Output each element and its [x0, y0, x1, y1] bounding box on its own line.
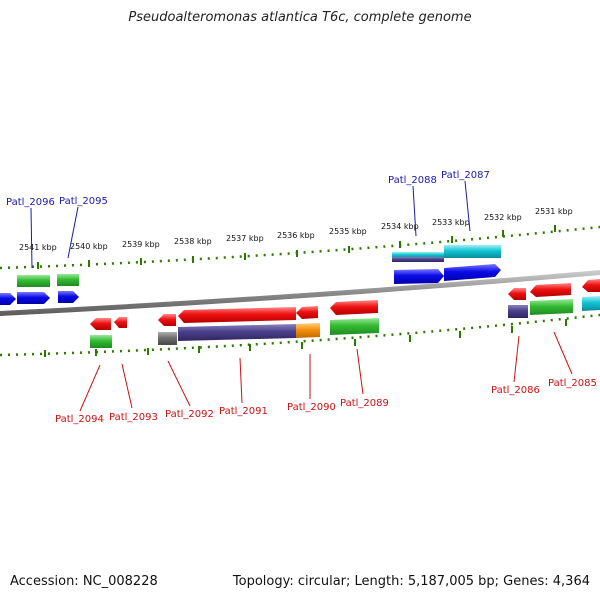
gene-label: Patl_2096 [6, 197, 55, 208]
gene-label: Patl_2093 [109, 412, 158, 423]
gene-label: Patl_2086 [491, 385, 540, 396]
gene-label: Patl_2092 [165, 409, 214, 420]
lower-feature-bars [90, 296, 600, 348]
tick-label: 2538 kbp [174, 237, 212, 246]
upper-right-cluster [392, 245, 501, 284]
map-title: Pseudoalteromonas atlantica T6c, complet… [128, 10, 472, 25]
forward-genes-left [0, 291, 79, 305]
upper-major-ticks [37, 225, 556, 269]
tick-label: 2537 kbp [226, 234, 264, 243]
gene-label: Patl_2089 [340, 398, 389, 409]
gene-label: Patl_2090 [287, 402, 336, 413]
top-labels: Patl_2096 Patl_2095 Patl_2088 Patl_2087 [6, 170, 490, 208]
tick-label: 2534 kbp [381, 222, 419, 231]
upper-green-features [17, 274, 79, 287]
genome-backbone [0, 270, 600, 316]
topology-text: Topology: circular; Length: 5,187,005 bp… [232, 574, 590, 589]
gene-label: Patl_2087 [441, 170, 490, 181]
gene-label: Patl_2095 [59, 196, 108, 207]
accession-text: Accession: NC_008228 [10, 574, 158, 589]
gene-label: Patl_2091 [219, 406, 268, 417]
top-label-leaders [30, 180, 471, 269]
kbp-labels: 2541 kbp 2540 kbp 2539 kbp 2538 kbp 2537… [19, 207, 573, 252]
reverse-genes [90, 279, 600, 330]
gene-label: Patl_2088 [388, 175, 437, 186]
bottom-label-leaders [79, 331, 573, 412]
lower-major-ticks [44, 319, 567, 357]
bottom-labels: Patl_2094 Patl_2093 Patl_2092 Patl_2091 … [55, 378, 597, 425]
tick-label: 2531 kbp [535, 207, 573, 216]
tick-label: 2539 kbp [122, 240, 160, 249]
tick-label: 2541 kbp [19, 243, 57, 252]
tick-label: 2535 kbp [329, 227, 367, 236]
tick-label: 2532 kbp [484, 213, 522, 222]
gene-label: Patl_2085 [548, 378, 597, 389]
gene-label: Patl_2094 [55, 414, 104, 425]
tick-label: 2533 kbp [432, 218, 470, 227]
tick-label: 2540 kbp [70, 242, 108, 251]
tick-label: 2536 kbp [277, 231, 315, 240]
